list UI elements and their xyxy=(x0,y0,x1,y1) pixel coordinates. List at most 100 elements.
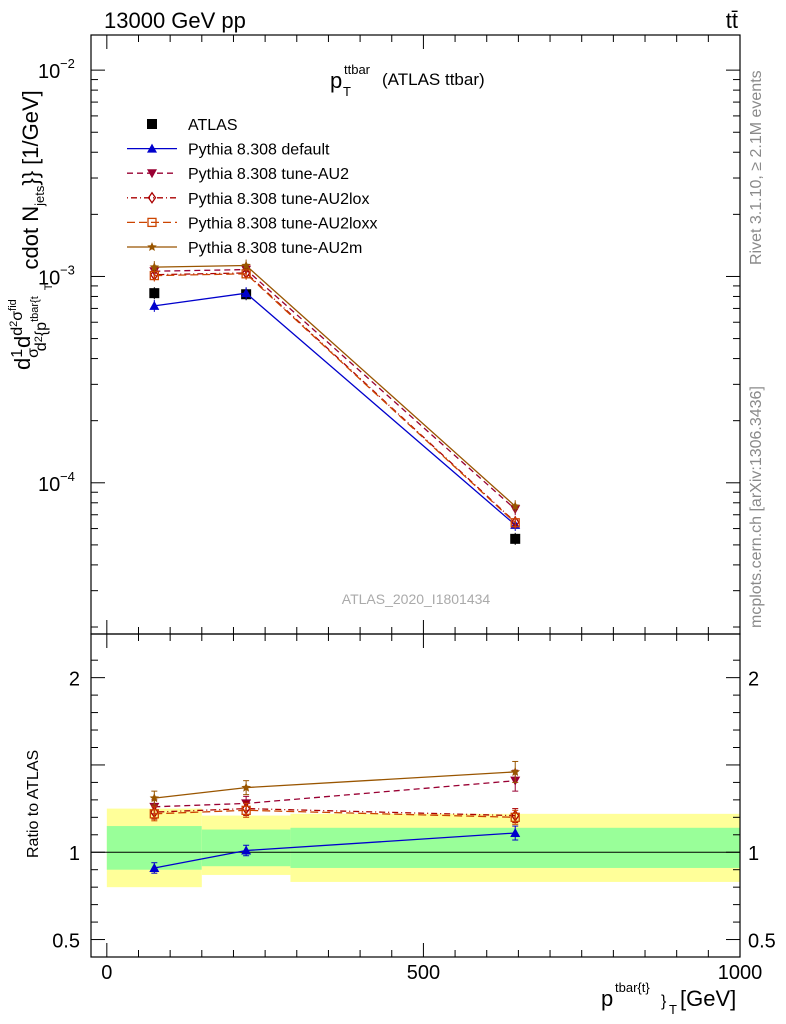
series-line xyxy=(154,273,516,524)
ylabel-T: T xyxy=(43,283,55,290)
legend-entry: Pythia 8.308 tune-AU2lox xyxy=(127,191,369,208)
x-tick-label: 500 xyxy=(407,962,440,984)
legend-entry: Pythia 8.308 tune-AU2loxx xyxy=(127,215,377,232)
ylabel-brace: {p xyxy=(33,322,50,336)
xlabel-p: p xyxy=(601,986,613,1011)
data-point xyxy=(149,262,160,272)
ratio-y-tick-label: 2 xyxy=(69,669,80,691)
data-point xyxy=(241,845,252,855)
legend: ATLAS Pythia 8.308 default Pythia 8.308 tu… xyxy=(127,117,377,257)
series-line xyxy=(154,780,516,808)
legend-label: Pythia 8.308 tune-AU2loxx xyxy=(188,215,377,232)
ylabel-sigma: σ xyxy=(25,348,42,358)
ratio-uncertainty-bands xyxy=(106,808,740,888)
main-series-pythia-8-308-tune-au2lox xyxy=(150,266,520,529)
data-point xyxy=(510,812,520,822)
mcplots-label: mcplots.cern.ch [arXiv:1306.3436] xyxy=(748,386,765,628)
legend-marker xyxy=(147,242,157,251)
xlabel-T: T xyxy=(669,1002,677,1017)
legend-label: ATLAS xyxy=(188,117,238,134)
ylabel-two-bottom: 2 xyxy=(33,336,45,342)
main-series-pythia-8-308-tune-au2loxx xyxy=(149,267,520,529)
ratio-frame-box xyxy=(90,633,741,958)
ylabel-d-bottom: d xyxy=(33,342,50,351)
ratio-y-tick-label-right: 2 xyxy=(748,669,759,691)
data-point xyxy=(510,828,521,838)
ylabel-sup-ttbar: tbar{t xyxy=(29,296,41,322)
ylabel-cdot: cdot N xyxy=(18,206,43,270)
main-series-pythia-8-308-default xyxy=(149,287,521,531)
data-point xyxy=(510,518,520,528)
series-line xyxy=(154,272,516,523)
analysis-watermark: ATLAS_2020_I1801434 xyxy=(342,591,491,607)
legend-label: Pythia 8.308 default xyxy=(188,142,330,159)
ratio-y-tick-label: 0.5 xyxy=(52,931,80,953)
title-p: p xyxy=(330,68,342,93)
legend-entry: Pythia 8.308 tune-AU2 xyxy=(127,166,349,183)
legend-marker xyxy=(147,119,157,129)
ratio-y-tick-label-right: 1 xyxy=(748,843,759,865)
x-axis-label: p tbar{t} } T [GeV] xyxy=(601,980,736,1017)
ratio-y-tick-label-right: 0.5 xyxy=(748,931,776,953)
ylabel-d2: d xyxy=(10,336,35,348)
title-sup: ttbar xyxy=(344,62,371,77)
data-point xyxy=(241,805,251,815)
series-line xyxy=(154,771,516,799)
header-energy: 13000 GeV pp xyxy=(104,8,246,33)
data-point xyxy=(510,766,520,776)
ylabel-d3: d xyxy=(9,327,26,336)
title-sub: T xyxy=(343,84,351,99)
legend-marker xyxy=(147,191,157,204)
data-point xyxy=(510,533,521,544)
ratio-y-axis-label: Ratio to ATLAS xyxy=(25,750,42,858)
ylabel-sigma2: σ xyxy=(9,311,26,321)
xlabel-unit: [GeV] xyxy=(680,986,736,1011)
ylabel-fid: fid xyxy=(7,299,19,311)
xlabel-sup: tbar{t} xyxy=(615,980,650,995)
data-point xyxy=(510,501,520,511)
ylabel-close: }} [1/GeV] xyxy=(18,90,43,185)
legend-entry: Pythia 8.308 default xyxy=(127,142,330,159)
main-series-pythia-8-308-tune-au2m xyxy=(149,259,520,513)
data-point xyxy=(149,288,160,299)
ratio-y-tick-label: 1 xyxy=(69,843,80,865)
ylabel-two: 2 xyxy=(8,321,20,327)
ratio-plot-frame: 0.5 0.5 1 1 2 2 0 500 1000 xyxy=(52,633,776,984)
header-process: tt̄ xyxy=(726,8,738,33)
data-point xyxy=(149,793,160,803)
title-rest: (ATLAS ttbar) xyxy=(382,70,485,89)
legend-marker xyxy=(147,169,157,179)
data-point xyxy=(149,862,160,872)
legend-marker xyxy=(147,217,157,228)
legend-label: Pythia 8.308 tune-AU2 xyxy=(188,166,349,183)
main-y-tick-label-exponent: −3 xyxy=(60,262,75,277)
main-plot-frame: 10−210−310−4 xyxy=(38,34,741,635)
ylabel-jets: jets xyxy=(32,185,47,207)
legend-label: Pythia 8.308 tune-AU2m xyxy=(188,240,362,257)
main-y-tick-label-exponent: −2 xyxy=(60,56,75,71)
main-title: p ttbar T (ATLAS ttbar) xyxy=(330,62,485,99)
main-y-tick-label: 10 xyxy=(38,474,60,496)
main-series-atlas xyxy=(149,287,521,545)
legend-entry: Pythia 8.308 tune-AU2m xyxy=(127,240,362,257)
data-point xyxy=(149,300,160,310)
ratio-series-pythia-8-308-tune-au2loxx xyxy=(149,802,520,825)
data-point xyxy=(241,260,251,270)
x-tick-label: 1000 xyxy=(718,962,763,984)
ylabel-d: d xyxy=(10,358,35,370)
ylabel-1: 1 xyxy=(9,349,26,358)
series-line xyxy=(154,292,516,526)
main-y-tick-label: 10 xyxy=(38,267,60,289)
svg-text:d1σdd2σfidd2{ptbar{tTcdot Njet: d1σdd2σfidd2{ptbar{tTcdot Njets}} [1/GeV… xyxy=(7,90,55,370)
data-point xyxy=(149,809,159,819)
legend-marker xyxy=(147,143,157,153)
x-tick-label: 0 xyxy=(101,962,112,984)
xlabel-sub: } xyxy=(661,993,667,1010)
legend-entry: ATLAS xyxy=(147,117,238,134)
rivet-label: Rivet 3.1.10, ≥ 2.1M events xyxy=(748,70,765,265)
ratio-series-pythia-8-308-tune-au2m xyxy=(149,760,520,806)
main-y-tick-label: 10 xyxy=(38,61,60,83)
ratio-series-pythia-8-308-default xyxy=(149,825,521,874)
data-point xyxy=(241,782,251,792)
